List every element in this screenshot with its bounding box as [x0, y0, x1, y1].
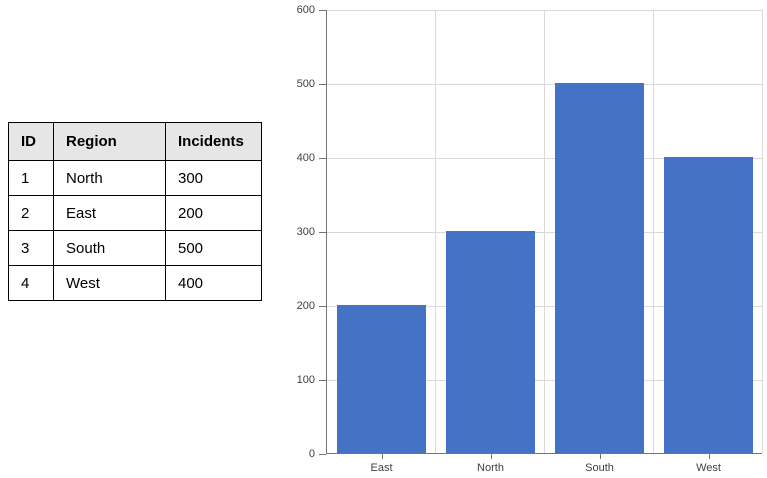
x-axis-tick: [708, 454, 710, 459]
y-axis-label: 500: [296, 78, 315, 90]
incidents-table: ID Region Incidents 1 North 300 2 East 200 3 So…: [8, 122, 262, 301]
column-header-region: Region: [53, 122, 166, 161]
region-cell: West: [53, 265, 166, 301]
y-axis-tick: [319, 453, 326, 455]
y-axis-tick: [319, 9, 326, 11]
y-axis-tick: [319, 157, 326, 159]
region-cell: South: [53, 230, 166, 266]
bar-chart: 0 100 200 300 400 500 600 East North South West: [297, 4, 763, 474]
chart-bar-east: [337, 305, 426, 453]
column-header-incidents: Incidents: [165, 122, 262, 161]
id-cell: 1: [8, 160, 54, 196]
chart-bar-south: [555, 83, 644, 453]
y-axis-tick: [319, 379, 326, 381]
incidents-cell: 200: [165, 195, 262, 231]
table-row: 2 East 200: [8, 195, 262, 231]
table-row: 1 North 300: [8, 160, 262, 196]
incidents-cell: 500: [165, 230, 262, 266]
y-axis-tick: [319, 83, 326, 85]
table-row: 4 West 400: [8, 265, 262, 301]
y-axis-label: 0: [308, 448, 315, 460]
chart-bar-north: [446, 231, 535, 453]
table-header-row: ID Region Incidents: [8, 122, 262, 161]
y-axis-label: 300: [296, 226, 315, 238]
table-row: 3 South 500: [8, 230, 262, 266]
chart-bar-west: [664, 157, 753, 453]
y-axis-tick: [319, 305, 326, 307]
y-axis-label: 200: [296, 300, 315, 312]
x-axis-tick: [490, 454, 492, 459]
y-axis-label: 400: [296, 152, 315, 164]
column-header-id: ID: [8, 122, 54, 161]
id-cell: 3: [8, 230, 54, 266]
gridline-vertical: [762, 10, 763, 453]
x-axis-label: North: [477, 462, 504, 474]
region-cell: North: [53, 160, 166, 196]
id-cell: 4: [8, 265, 54, 301]
region-cell: East: [53, 195, 166, 231]
chart-plot-area: 0 100 200 300 400 500 600 East North South West: [297, 4, 763, 474]
id-cell: 2: [8, 195, 54, 231]
y-axis-tick: [319, 231, 326, 233]
x-axis-tick: [381, 454, 383, 459]
incidents-cell: 400: [165, 265, 262, 301]
x-axis-tick: [599, 454, 601, 459]
x-axis-label: West: [696, 462, 721, 474]
y-axis-label: 100: [296, 374, 315, 386]
incidents-cell: 300: [165, 160, 262, 196]
x-axis-label: East: [370, 462, 393, 474]
y-axis-label: 600: [296, 4, 315, 16]
gridline-vertical: [435, 10, 436, 453]
gridline-vertical: [544, 10, 545, 453]
x-axis-label: South: [585, 462, 614, 474]
gridline-vertical: [653, 10, 654, 453]
